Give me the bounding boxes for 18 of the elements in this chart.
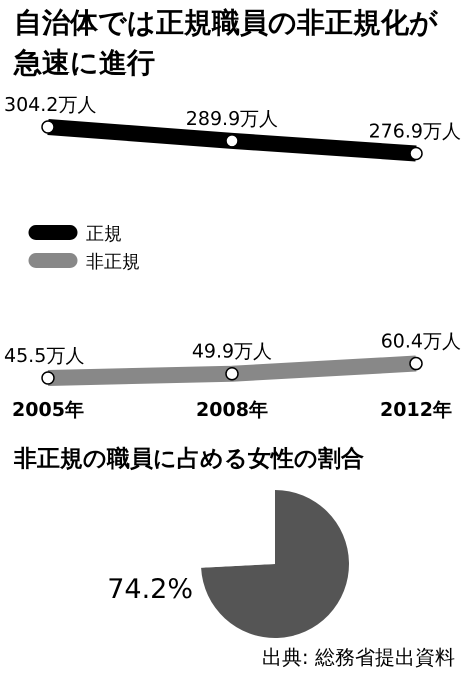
data-label: 74.2% <box>107 574 193 605</box>
data-label: 49.9万人 <box>192 340 272 363</box>
data-label: 304.2万人 <box>4 94 96 116</box>
data-label: 45.5万人 <box>4 345 84 367</box>
x-tick-label: 2008年 <box>196 399 268 421</box>
data-label: 289.9万人 <box>186 108 278 130</box>
legend-label: 正規 <box>86 224 122 244</box>
data-label: 276.9万人 <box>368 120 461 142</box>
point <box>225 134 239 148</box>
data-label: 60.4万人 <box>380 330 461 353</box>
point <box>41 120 55 134</box>
chart-title: 非正規の職員に占める女性の割合 <box>13 446 364 472</box>
source-note: 出典: 総務省提出資料 <box>262 645 455 669</box>
chart-title: 自治体では正規職員の非正規化が急速に進行 <box>13 6 439 79</box>
x-tick-label: 2012年 <box>380 399 452 421</box>
legend-label: 非正規 <box>86 252 140 272</box>
x-tick-label: 2005年 <box>12 399 84 421</box>
point <box>409 146 423 160</box>
